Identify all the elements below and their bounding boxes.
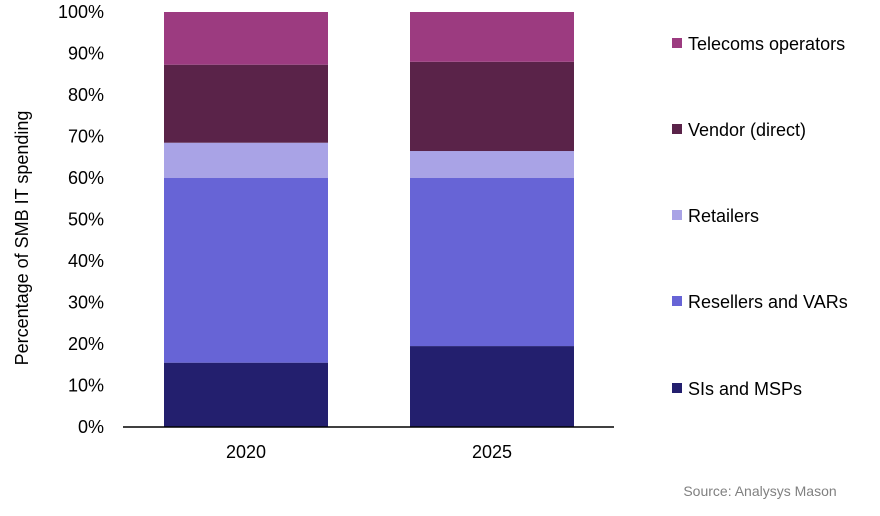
bar-segment-2020-2 <box>164 142 328 178</box>
y-tick-label: 70% <box>68 127 104 147</box>
legend-label: SIs and MSPs <box>688 379 802 399</box>
bar-segment-2025-1 <box>410 178 574 347</box>
y-tick-label: 40% <box>68 251 104 271</box>
y-tick-label: 50% <box>68 210 104 230</box>
legend-swatch <box>672 38 682 48</box>
y-tick-label: 20% <box>68 334 104 354</box>
legend-swatch <box>672 210 682 220</box>
y-tick-label: 10% <box>68 376 104 396</box>
x-tick-labels: 2020 2025 <box>226 442 512 462</box>
legend-swatch <box>672 296 682 306</box>
legend-label: Vendor (direct) <box>688 120 806 140</box>
bar-segment-2025-0 <box>410 346 574 427</box>
legend: Telecoms operators Vendor (direct) Retaile… <box>672 34 848 399</box>
x-tick-label: 2020 <box>226 442 266 462</box>
y-axis-label: Percentage of SMB IT spending <box>12 111 32 366</box>
bar-segment-2020-0 <box>164 362 328 427</box>
y-tick-label: 30% <box>68 293 104 313</box>
legend-swatch <box>672 383 682 393</box>
y-tick-label: 60% <box>68 168 104 188</box>
y-tick-label: 80% <box>68 85 104 105</box>
bar-segment-2020-4 <box>164 12 328 65</box>
bar-segment-2025-2 <box>410 151 574 178</box>
bar-segment-2020-3 <box>164 64 328 143</box>
bar-segment-2020-1 <box>164 178 328 363</box>
x-tick-label: 2025 <box>472 442 512 462</box>
bar-segment-2025-4 <box>410 12 574 62</box>
y-tick-label: 100% <box>58 2 104 22</box>
y-tick-labels: 0% 10% 20% 30% 40% 50% 60% 70% 80% 90% 100% <box>58 2 104 437</box>
source-note: Source: Analysys Mason <box>683 483 836 499</box>
y-tick-label: 90% <box>68 44 104 64</box>
y-tick-label: 0% <box>78 417 104 437</box>
legend-swatch <box>672 124 682 134</box>
legend-label: Telecoms operators <box>688 34 845 54</box>
bars-group <box>164 12 574 427</box>
bar-segment-2025-3 <box>410 61 574 152</box>
legend-label: Retailers <box>688 206 759 226</box>
legend-label: Resellers and VARs <box>688 292 848 312</box>
